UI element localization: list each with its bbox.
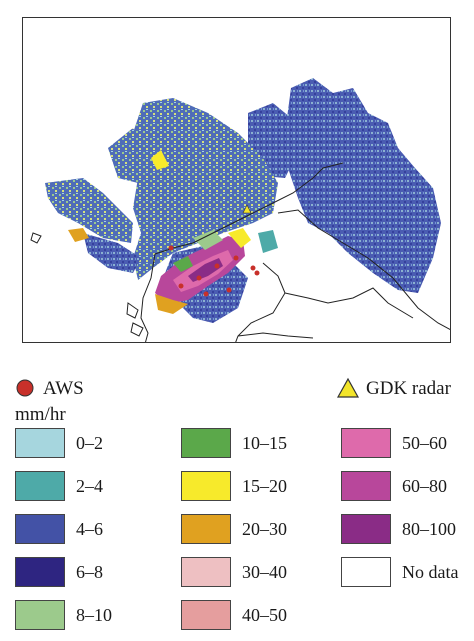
- label-50-60: 50–60: [402, 433, 447, 453]
- precipitation-field: [45, 78, 441, 323]
- rainfall-map: [22, 17, 451, 343]
- swatch-8-10: [15, 600, 65, 630]
- swatch-15-20: [181, 471, 231, 501]
- swatch-4-6: [15, 514, 65, 544]
- swatch-60-80: [341, 471, 391, 501]
- swatch-80-100: [341, 514, 391, 544]
- swatch-2-4: [15, 471, 65, 501]
- label-30-40: 30–40: [242, 562, 287, 582]
- radar-marker-icon: [336, 377, 360, 398]
- swatch-20-30: [181, 514, 231, 544]
- label-40-50: 40–50: [242, 605, 287, 625]
- label-20-30: 20–30: [242, 519, 287, 539]
- aws-stations: [168, 245, 260, 297]
- label-8-10: 8–10: [76, 605, 112, 625]
- aws-marker-icon: [16, 379, 34, 397]
- swatch-0-2: [15, 428, 65, 458]
- label-0-2: 0–2: [76, 433, 103, 453]
- radar-label: GDK radar: [366, 378, 451, 399]
- aws-label: AWS: [43, 378, 84, 399]
- swatch-30-40: [181, 557, 231, 587]
- label-6-8: 6–8: [76, 562, 103, 582]
- label-no-data: No data: [402, 562, 459, 582]
- label-10-15: 10–15: [242, 433, 287, 453]
- label-2-4: 2–4: [76, 476, 103, 496]
- swatch-50-60: [341, 428, 391, 458]
- label-60-80: 60–80: [402, 476, 447, 496]
- label-15-20: 15–20: [242, 476, 287, 496]
- swatch-6-8: [15, 557, 65, 587]
- label-4-6: 4–6: [76, 519, 103, 539]
- label-80-100: 80–100: [402, 519, 456, 539]
- swatch-no-data: [341, 557, 391, 587]
- swatch-40-50: [181, 600, 231, 630]
- unit-label: mm/hr: [15, 404, 66, 425]
- country-borders: [30, 162, 450, 342]
- radar-site-triangle: [242, 204, 252, 214]
- swatch-10-15: [181, 428, 231, 458]
